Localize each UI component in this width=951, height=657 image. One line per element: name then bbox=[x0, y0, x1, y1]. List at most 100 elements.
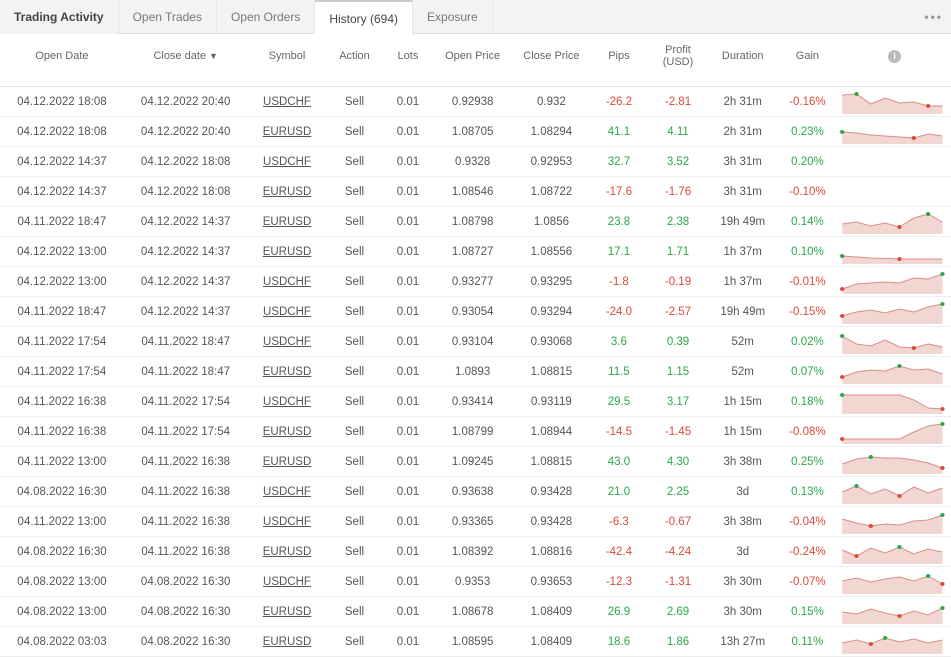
table-row[interactable]: 04.12.2022 18:0804.12.2022 20:40USDCHFSe… bbox=[0, 87, 951, 117]
table-row[interactable]: 04.11.2022 18:4704.12.2022 14:37USDCHFSe… bbox=[0, 297, 951, 327]
more-icon[interactable]: ••• bbox=[924, 0, 943, 34]
tab-exposure[interactable]: Exposure bbox=[413, 0, 493, 34]
table-row[interactable]: 04.08.2022 13:0004.08.2022 16:30EURUSDSe… bbox=[0, 597, 951, 627]
tab-open-orders[interactable]: Open Orders bbox=[217, 0, 315, 34]
symbol-link[interactable]: USDCHF bbox=[263, 396, 311, 408]
col-header-open_date[interactable]: Open Date bbox=[0, 34, 124, 87]
table-row[interactable]: 04.08.2022 03:0304.08.2022 16:30EURUSDSe… bbox=[0, 627, 951, 657]
symbol-link[interactable]: USDCHF bbox=[263, 516, 311, 528]
cell-sparkline bbox=[838, 177, 951, 207]
symbol-link[interactable]: EURUSD bbox=[263, 246, 312, 258]
table-row[interactable]: 04.11.2022 17:5404.11.2022 18:47USDCHFSe… bbox=[0, 327, 951, 357]
symbol-link[interactable]: EURUSD bbox=[263, 426, 312, 438]
cell-close-date: 04.12.2022 20:40 bbox=[124, 87, 248, 117]
symbol-link[interactable]: EURUSD bbox=[263, 546, 312, 558]
symbol-link[interactable]: USDCHF bbox=[263, 486, 311, 498]
symbol-link[interactable]: EURUSD bbox=[263, 126, 312, 138]
symbol-link[interactable]: USDCHF bbox=[263, 276, 311, 288]
table-row[interactable]: 04.12.2022 14:3704.12.2022 18:08EURUSDSe… bbox=[0, 177, 951, 207]
symbol-link[interactable]: USDCHF bbox=[263, 96, 311, 108]
table-row[interactable]: 04.12.2022 13:0004.12.2022 14:37EURUSDSe… bbox=[0, 237, 951, 267]
sparkline bbox=[840, 450, 945, 474]
cell-gain: -0.10% bbox=[776, 177, 838, 207]
cell-close-date: 04.11.2022 17:54 bbox=[124, 387, 248, 417]
symbol-link[interactable]: USDCHF bbox=[263, 576, 311, 588]
cell-open-date: 04.12.2022 18:08 bbox=[0, 87, 124, 117]
cell-pips: 11.5 bbox=[591, 357, 647, 387]
sparkline bbox=[840, 510, 945, 534]
cell-pips: -12.3 bbox=[591, 567, 647, 597]
symbol-link[interactable]: EURUSD bbox=[263, 366, 312, 378]
cell-profit: 2.25 bbox=[647, 477, 709, 507]
info-icon[interactable]: i bbox=[888, 50, 901, 63]
table-row[interactable]: 04.08.2022 13:0004.08.2022 16:30USDCHFSe… bbox=[0, 567, 951, 597]
cell-lots: 0.01 bbox=[383, 297, 434, 327]
table-row[interactable]: 04.11.2022 13:0004.11.2022 16:38EURUSDSe… bbox=[0, 447, 951, 477]
cell-close-date: 04.08.2022 16:30 bbox=[124, 627, 248, 657]
cell-sparkline bbox=[838, 207, 951, 237]
sparkline bbox=[840, 270, 945, 294]
cell-close-price: 1.08816 bbox=[512, 537, 591, 567]
table-row[interactable]: 04.11.2022 13:0004.11.2022 16:38USDCHFSe… bbox=[0, 507, 951, 537]
cell-profit: 4.30 bbox=[647, 447, 709, 477]
cell-duration: 52m bbox=[709, 357, 777, 387]
cell-lots: 0.01 bbox=[383, 567, 434, 597]
symbol-link[interactable]: USDCHF bbox=[263, 306, 311, 318]
col-header-gain[interactable]: Gain bbox=[776, 34, 838, 87]
cell-gain: 0.25% bbox=[776, 447, 838, 477]
cell-symbol: EURUSD bbox=[248, 447, 327, 477]
cell-gain: 0.13% bbox=[776, 477, 838, 507]
cell-profit: -1.45 bbox=[647, 417, 709, 447]
symbol-link[interactable]: EURUSD bbox=[263, 186, 312, 198]
cell-open-price: 1.08705 bbox=[433, 117, 512, 147]
cell-duration: 3d bbox=[709, 477, 777, 507]
table-row[interactable]: 04.11.2022 16:3804.11.2022 17:54EURUSDSe… bbox=[0, 417, 951, 447]
col-header-symbol[interactable]: Symbol bbox=[248, 34, 327, 87]
cell-symbol: USDCHF bbox=[248, 297, 327, 327]
cell-open-date: 04.12.2022 14:37 bbox=[0, 177, 124, 207]
table-row[interactable]: 04.12.2022 14:3704.12.2022 18:08USDCHFSe… bbox=[0, 147, 951, 177]
table-row[interactable]: 04.11.2022 17:5404.11.2022 18:47EURUSDSe… bbox=[0, 357, 951, 387]
col-header-action[interactable]: Action bbox=[326, 34, 382, 87]
col-header-open_price[interactable]: Open Price bbox=[433, 34, 512, 87]
col-header-pips[interactable]: Pips bbox=[591, 34, 647, 87]
cell-action: Sell bbox=[326, 357, 382, 387]
cell-close-price: 0.93294 bbox=[512, 297, 591, 327]
sparkline bbox=[840, 420, 945, 444]
col-header-profit[interactable]: Profit(USD) bbox=[647, 34, 709, 87]
col-header-close_date[interactable]: Close date▼ bbox=[124, 34, 248, 87]
sparkline bbox=[840, 90, 945, 114]
cell-open-date: 04.11.2022 13:00 bbox=[0, 507, 124, 537]
cell-action: Sell bbox=[326, 327, 382, 357]
cell-close-date: 04.12.2022 14:37 bbox=[124, 237, 248, 267]
cell-lots: 0.01 bbox=[383, 147, 434, 177]
table-row[interactable]: 04.12.2022 18:0804.12.2022 20:40EURUSDSe… bbox=[0, 117, 951, 147]
table-row[interactable]: 04.08.2022 16:3004.11.2022 16:38EURUSDSe… bbox=[0, 537, 951, 567]
cell-close-date: 04.11.2022 18:47 bbox=[124, 357, 248, 387]
table-row[interactable]: 04.11.2022 16:3804.11.2022 17:54USDCHFSe… bbox=[0, 387, 951, 417]
cell-close-price: 0.93653 bbox=[512, 567, 591, 597]
cell-pips: -42.4 bbox=[591, 537, 647, 567]
symbol-link[interactable]: EURUSD bbox=[263, 456, 312, 468]
col-header-lots[interactable]: Lots bbox=[383, 34, 434, 87]
symbol-link[interactable]: EURUSD bbox=[263, 636, 312, 648]
cell-close-date: 04.12.2022 14:37 bbox=[124, 297, 248, 327]
col-header-close_price[interactable]: Close Price bbox=[512, 34, 591, 87]
table-row[interactable]: 04.12.2022 13:0004.12.2022 14:37USDCHFSe… bbox=[0, 267, 951, 297]
tab-open-trades[interactable]: Open Trades bbox=[119, 0, 217, 34]
table-header-row: Open DateClose date▼SymbolActionLotsOpen… bbox=[0, 34, 951, 87]
cell-open-date: 04.08.2022 16:30 bbox=[0, 477, 124, 507]
cell-symbol: EURUSD bbox=[248, 537, 327, 567]
col-header-duration[interactable]: Duration bbox=[709, 34, 777, 87]
symbol-link[interactable]: EURUSD bbox=[263, 216, 312, 228]
cell-profit: -2.81 bbox=[647, 87, 709, 117]
table-row[interactable]: 04.11.2022 18:4704.12.2022 14:37EURUSDSe… bbox=[0, 207, 951, 237]
symbol-link[interactable]: USDCHF bbox=[263, 156, 311, 168]
cell-gain: 0.07% bbox=[776, 357, 838, 387]
cell-profit: -1.76 bbox=[647, 177, 709, 207]
tab-history-694[interactable]: History (694) bbox=[315, 0, 413, 35]
symbol-link[interactable]: EURUSD bbox=[263, 606, 312, 618]
table-row[interactable]: 04.08.2022 16:3004.11.2022 16:38USDCHFSe… bbox=[0, 477, 951, 507]
cell-symbol: EURUSD bbox=[248, 237, 327, 267]
symbol-link[interactable]: USDCHF bbox=[263, 336, 311, 348]
